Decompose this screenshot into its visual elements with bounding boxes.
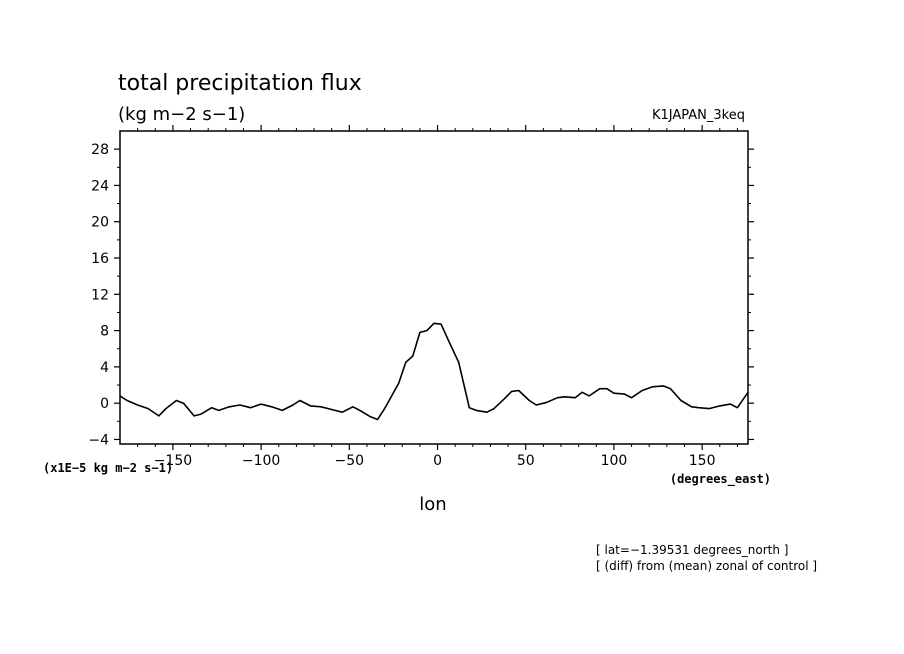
x-axis-units: (degrees_east) [670,472,771,487]
x-tick-label: 100 [601,453,628,469]
y-tick-label: 8 [100,324,109,340]
info-diff: [ (diff) from (mean) zonal of control ] [596,559,817,573]
info-latitude: [ lat=−1.39531 degrees_north ] [596,543,788,557]
scale-label: (x1E−5 kg m−2 s−1) [43,461,173,475]
plot-area [119,322,749,421]
y-axis: −4 0 4 8 12 16 20 24 28 [88,142,754,448]
plot-frame [119,130,749,445]
series-line [119,322,749,421]
chart-title: total precipitation flux [118,71,362,96]
x-tick-label: −100 [242,453,280,469]
x-tick-label: 150 [689,453,716,469]
y-tick-label: 28 [91,142,109,158]
x-tick-label: 50 [517,453,535,469]
y-tick-label: 24 [91,178,109,194]
y-tick-label: 16 [91,251,109,267]
x-tick-label: −50 [335,453,365,469]
x-tick-label: −150 [154,453,192,469]
y-tick-label: 20 [91,215,109,231]
y-tick-label: −4 [88,432,109,448]
x-axis: −150 −100 −50 0 50 100 150 [137,125,738,469]
x-tick-label: 0 [433,453,442,469]
x-axis-label: lon [419,494,446,515]
y-tick-label: 4 [100,360,109,376]
y-tick-label: 12 [91,287,109,303]
chart-units: (kg m−2 s−1) [118,104,245,125]
y-tick-label: 0 [100,396,109,412]
run-name: K1JAPAN_3keq [652,108,745,123]
